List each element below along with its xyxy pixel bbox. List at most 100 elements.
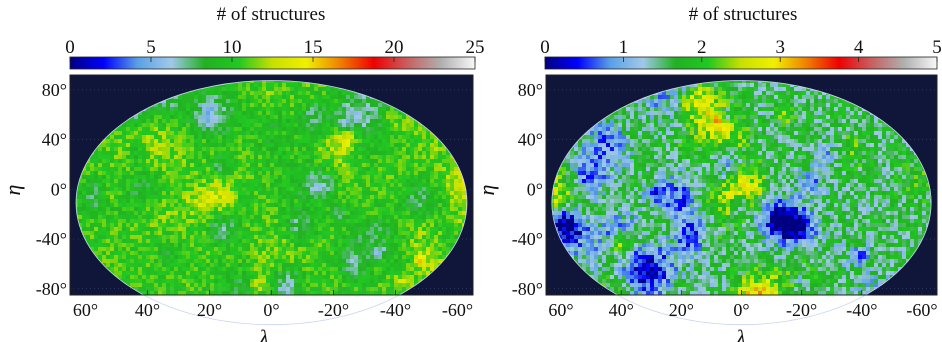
heatmap-cell (382, 215, 386, 219)
heatmap-cell (90, 207, 94, 211)
heatmap-cell (206, 211, 210, 215)
heatmap-cell (266, 119, 270, 123)
heatmap-cell (338, 159, 342, 163)
heatmap-cell (170, 155, 174, 159)
heatmap-cell (382, 179, 386, 183)
heatmap-cell (186, 235, 190, 239)
heatmap-cell (266, 179, 270, 183)
heatmap-cell (386, 131, 390, 135)
heatmap-cell (178, 155, 182, 159)
heatmap-cell (174, 187, 178, 191)
heatmap-cell (202, 179, 206, 183)
heatmap-cell (166, 223, 170, 227)
heatmap-cell (382, 107, 386, 111)
heatmap-cell (302, 167, 306, 171)
heatmap-cell (202, 203, 206, 207)
heatmap-cell (258, 235, 262, 239)
heatmap-cell (158, 211, 162, 215)
heatmap-cell (218, 195, 222, 199)
heatmap-cell (446, 163, 450, 167)
heatmap-cell (318, 131, 322, 135)
heatmap-cell (98, 167, 102, 171)
heatmap-cell (346, 255, 350, 259)
heatmap-cell (266, 207, 270, 211)
heatmap-cell (426, 243, 430, 247)
heatmap-cell (286, 247, 290, 251)
heatmap-cell (318, 115, 322, 119)
heatmap-cell (398, 215, 402, 219)
heatmap-cell (138, 175, 142, 179)
heatmap-cell (158, 143, 162, 147)
heatmap-cell (290, 135, 294, 139)
heatmap-cell (82, 215, 86, 219)
heatmap-cell (422, 151, 426, 155)
heatmap-cell (398, 115, 402, 119)
heatmap-cell (222, 203, 226, 207)
heatmap-cell (222, 227, 226, 231)
heatmap-cell (162, 163, 166, 167)
heatmap-cell (222, 191, 226, 195)
heatmap-cell (330, 119, 334, 123)
heatmap-cell (298, 211, 302, 215)
heatmap-cell (306, 171, 310, 175)
heatmap-cell (270, 215, 274, 219)
heatmap-cell (274, 251, 278, 255)
heatmap-cell (462, 183, 466, 187)
heatmap-cell (338, 127, 342, 131)
heatmap-cell (174, 231, 178, 235)
heatmap-cell (262, 80, 266, 83)
heatmap-cell (110, 231, 114, 235)
heatmap-cell (394, 127, 398, 131)
heatmap-cell (206, 163, 210, 167)
heatmap-cell (318, 95, 322, 99)
heatmap-cell (398, 231, 402, 235)
heatmap-cell (214, 211, 218, 215)
heatmap-cell (362, 215, 366, 219)
heatmap-cell (190, 199, 194, 203)
heatmap-cell (134, 135, 138, 139)
heatmap-cell (114, 191, 118, 195)
heatmap-cell (218, 243, 222, 247)
heatmap-cell (202, 135, 206, 139)
heatmap-cell (170, 263, 174, 267)
heatmap-cell (378, 151, 382, 155)
heatmap-cell (346, 207, 350, 211)
heatmap-cell (194, 183, 198, 187)
heatmap-cell (134, 239, 138, 243)
heatmap-cell (106, 239, 110, 243)
heatmap-cell (234, 95, 238, 99)
heatmap-cell (194, 123, 198, 127)
heatmap-cell (182, 211, 186, 215)
heatmap-cell (134, 235, 138, 239)
heatmap-cell (410, 167, 414, 171)
heatmap-cell (402, 191, 406, 195)
heatmap-cell (102, 207, 106, 211)
heatmap-cell (262, 259, 266, 263)
heatmap-cell (318, 187, 322, 191)
heatmap-cell (278, 231, 282, 235)
heatmap-cell (338, 183, 342, 187)
heatmap-cell (354, 147, 358, 151)
heatmap-cell (226, 119, 230, 123)
heatmap-cell (182, 255, 186, 259)
heatmap-cell (94, 207, 98, 211)
heatmap-cell (274, 83, 278, 87)
heatmap-cell (206, 135, 210, 139)
heatmap-cell (178, 203, 182, 207)
heatmap-cell (310, 87, 314, 91)
heatmap-cell (158, 103, 162, 107)
heatmap-cell (186, 99, 190, 103)
heatmap-cell (398, 211, 402, 215)
heatmap-cell (274, 267, 278, 271)
heatmap-cell (262, 131, 266, 135)
heatmap-cell (262, 195, 266, 199)
heatmap-cell (186, 211, 190, 215)
heatmap-cell (202, 87, 206, 91)
heatmap-cell (162, 135, 166, 139)
heatmap-cell (142, 187, 146, 191)
heatmap-cell (278, 191, 282, 195)
heatmap-cell (366, 139, 370, 143)
heatmap-cell (402, 239, 406, 243)
heatmap-cell (114, 259, 118, 263)
heatmap-cell (294, 227, 298, 231)
